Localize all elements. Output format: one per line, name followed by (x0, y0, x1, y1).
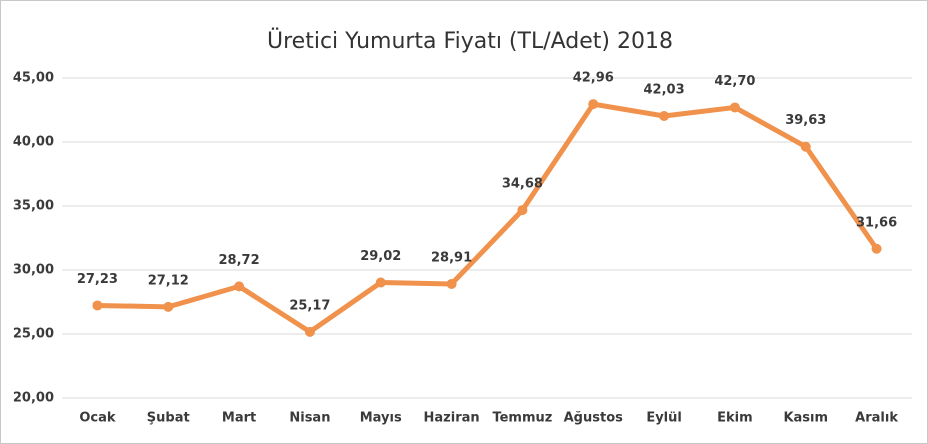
point (871, 243, 882, 254)
point (588, 99, 599, 110)
y-tick-label: 35,00 (13, 199, 54, 214)
x-tick-label: Ağustos (564, 411, 624, 426)
y-tick-label: 25,00 (13, 327, 54, 342)
point (800, 141, 811, 152)
point (234, 281, 245, 292)
x-tick-label: Ekim (717, 411, 753, 426)
data-label: 25,17 (289, 298, 330, 313)
line (97, 101, 879, 335)
data-label: 42,70 (714, 74, 755, 89)
data-label: 27,12 (148, 273, 189, 288)
x-tick-label: Mart (222, 411, 256, 426)
data-label: 42,96 (573, 71, 614, 86)
data-label: 42,03 (644, 83, 685, 98)
point (517, 205, 528, 216)
y-tick-label: 45,00 (13, 71, 54, 86)
x-tick-label: Aralık (855, 411, 898, 426)
x-tick-label: Haziran (424, 411, 480, 426)
data-label: 39,63 (785, 113, 826, 128)
point (304, 326, 315, 337)
x-tick-label: Şubat (147, 411, 190, 426)
point (163, 301, 174, 312)
data-label: 31,66 (856, 215, 897, 230)
data-label: 27,23 (77, 272, 118, 287)
x-tick-label: Nisan (289, 411, 330, 426)
y-tick-label: 20,00 (13, 391, 54, 406)
x-tick-label: Eylül (646, 411, 682, 426)
point (375, 277, 386, 288)
point (729, 102, 740, 113)
y-tick-label: 40,00 (13, 135, 54, 150)
y-tick-label: 30,00 (13, 263, 54, 278)
data-label: 28,91 (431, 250, 472, 265)
data-label: 28,72 (219, 253, 260, 268)
x-tick-label: Ocak (79, 411, 116, 426)
x-tick-label: Temmuz (492, 411, 552, 426)
data-label: 29,02 (360, 249, 401, 264)
x-tick-label: Mayıs (360, 411, 402, 426)
point (92, 300, 103, 311)
point (446, 278, 457, 289)
data-label: 34,68 (502, 177, 543, 192)
x-tick-label: Kasım (783, 411, 828, 426)
point (659, 111, 670, 122)
chart-title: Üretici Yumurta Fiyatı (TL/Adet) 2018 (267, 28, 673, 54)
